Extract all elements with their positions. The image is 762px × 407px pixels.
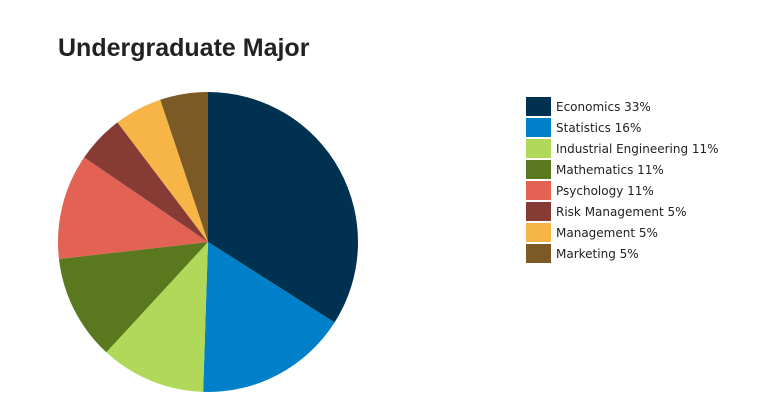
pie-slice-statistics [203,242,335,392]
legend-item-management: Management 5% [526,222,719,243]
legend-label: Psychology 11% [556,183,654,198]
legend-item-psychology: Psychology 11% [526,180,719,201]
legend-item-risk-management: Risk Management 5% [526,201,719,222]
legend-label: Marketing 5% [556,246,639,261]
pie-slice-industrial-engineering [106,242,208,392]
pie-slice-risk-management [84,122,208,242]
legend-item-marketing: Marketing 5% [526,243,719,264]
pie-slice-marketing [160,92,208,242]
chart-legend: Economics 33% Statistics 16% Industrial En… [526,96,719,264]
chart-title: Undergraduate Major [58,34,310,62]
pie-slice-economics [208,92,358,323]
legend-swatch [526,202,551,221]
legend-item-industrial-engineering: Industrial Engineering 11% [526,138,719,159]
legend-swatch [526,181,551,200]
legend-label: Economics 33% [556,99,651,114]
pie-slice-psychology [58,157,208,259]
legend-label: Risk Management 5% [556,204,687,219]
legend-swatch [526,97,551,116]
legend-label: Management 5% [556,225,658,240]
legend-item-mathematics: Mathematics 11% [526,159,719,180]
legend-swatch [526,139,551,158]
legend-item-statistics: Statistics 16% [526,117,719,138]
legend-label: Industrial Engineering 11% [556,141,719,156]
legend-swatch [526,160,551,179]
pie-slice-mathematics [58,242,209,353]
legend-label: Statistics 16% [556,120,642,135]
legend-swatch [526,244,551,263]
pie-slice-management [117,99,208,243]
legend-swatch [526,223,551,242]
legend-label: Mathematics 11% [556,162,664,177]
legend-item-economics: Economics 33% [526,96,719,117]
legend-swatch [526,118,551,137]
